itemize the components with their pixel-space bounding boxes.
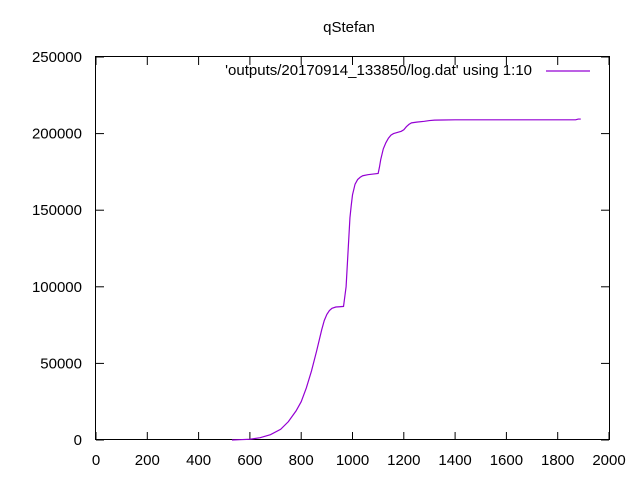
x-tick-label: 1800	[541, 452, 574, 469]
x-tick-label: 2000	[592, 452, 625, 469]
x-tick-label: 400	[186, 452, 211, 469]
x-tick-label: 1000	[336, 452, 369, 469]
x-tick-label: 0	[92, 452, 100, 469]
legend-entry-label: 'outputs/20170914_133850/log.dat' using …	[225, 62, 532, 79]
y-tick-label: 200000	[32, 126, 82, 143]
x-axis-ticks: 0 200 400 600 800 1000 1200 1400 1600 1800 2000	[92, 57, 626, 469]
series-line-0	[231, 118, 581, 441]
x-tick-label: 1400	[438, 452, 471, 469]
y-tick-label: 50000	[40, 355, 82, 372]
series-layer	[231, 118, 581, 441]
plot-frame	[95, 56, 610, 440]
y-axis-ticks: 0 50000 100000 150000 200000 250000	[32, 49, 609, 449]
y-tick-label: 250000	[32, 49, 82, 66]
y-tick-label: 150000	[32, 202, 82, 219]
x-tick-label: 1600	[490, 452, 523, 469]
y-tick-label: 100000	[32, 279, 82, 296]
chart-title: qStefan	[323, 19, 375, 36]
x-tick-label: 800	[289, 452, 314, 469]
x-tick-label: 200	[135, 452, 160, 469]
legend: 'outputs/20170914_133850/log.dat' using …	[225, 62, 590, 79]
x-tick-label: 600	[237, 452, 262, 469]
y-tick-label: 0	[74, 432, 82, 449]
x-tick-label: 1200	[387, 452, 420, 469]
